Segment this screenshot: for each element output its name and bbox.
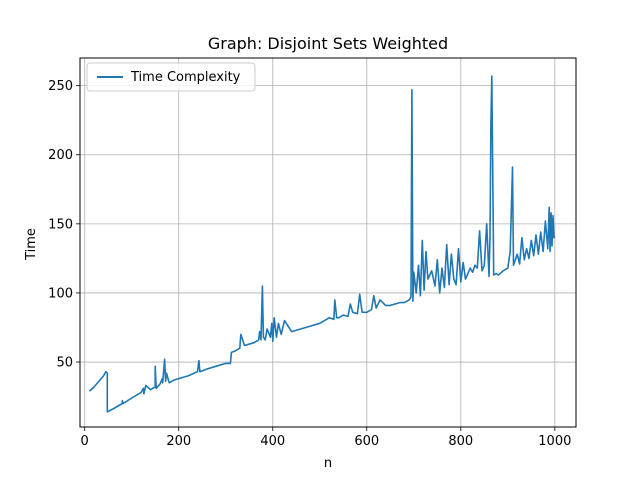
legend: Time Complexity [86,62,256,92]
y-axis-label: Time [24,228,39,261]
plot-frame [79,57,577,428]
x-tick-label: 1000 [538,434,571,449]
legend-entry-time-complexity: Time Complexity [130,70,241,85]
series-layer [88,75,556,413]
legend-box [86,62,256,92]
axis-ticks: 0 200 400 600 800 1000 50 100 150 200 250 [48,79,571,449]
y-tick-label: 50 [56,356,73,371]
y-tick-label: 150 [48,217,73,232]
x-tick-label: 200 [166,434,191,449]
x-tick-label: 800 [448,434,473,449]
x-tick-label: 0 [81,434,89,449]
series-line-time-complexity [88,75,556,413]
chart-title: Graph: Disjoint Sets Weighted [208,34,448,53]
y-tick-label: 250 [48,79,73,94]
x-tick-label: 600 [354,434,379,449]
x-tick-label: 400 [260,434,285,449]
y-tick-label: 200 [48,148,73,163]
y-tick-label: 100 [48,286,73,301]
x-axis-label: n [324,456,332,471]
